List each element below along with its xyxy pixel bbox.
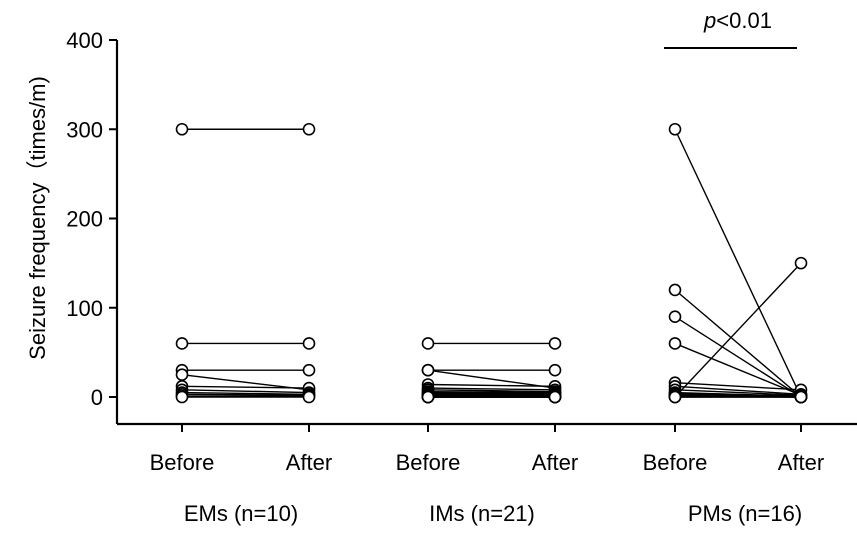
pair-line (427, 387, 556, 391)
group-series (668, 122, 808, 404)
data-point-after (302, 363, 316, 377)
x-tick-label: Before (150, 450, 215, 475)
data-point-after (302, 390, 316, 404)
data-point-before (421, 390, 435, 404)
x-tick-label: Before (643, 450, 708, 475)
data-point-before (668, 310, 682, 323)
data-point-before (421, 363, 435, 377)
data-point-before (668, 337, 682, 350)
data-point-after (302, 337, 316, 350)
x-axis: Before After EMs (n=10) Before After IMs (n=2… (117, 422, 857, 526)
pair-line (181, 391, 310, 396)
data-point-before (175, 122, 189, 136)
y-tick-label: 200 (66, 207, 103, 232)
data-point-before (668, 122, 682, 136)
data-point-before (668, 283, 682, 297)
pair-line (181, 389, 310, 394)
group-label: IMs (n=21) (429, 501, 535, 526)
pair-line (427, 391, 556, 395)
y-tick-label: 300 (66, 117, 103, 142)
p-value-label: p<0.01 (703, 8, 772, 33)
pair-line (427, 390, 556, 394)
x-tick-label: After (532, 450, 578, 475)
x-tick-label: After (286, 450, 332, 475)
pair-line (674, 389, 802, 396)
data-point-after (548, 390, 562, 404)
pair-line (674, 316, 802, 398)
data-point-before (668, 390, 682, 404)
pair-line (427, 389, 556, 393)
group-label: EMs (n=10) (184, 501, 298, 526)
pair-line (674, 262, 802, 398)
pair-line (674, 391, 802, 397)
y-tick-label: 400 (66, 28, 103, 53)
pair-line (674, 385, 802, 396)
pair-line (674, 289, 802, 398)
y-axis-label: Seizure frequency（times/m) (25, 76, 50, 360)
x-tick-label: After (778, 450, 824, 475)
data-point-before (175, 337, 189, 350)
group-series (175, 122, 316, 404)
pair-line (674, 128, 802, 398)
significance-annotations: p<0.01 (664, 8, 797, 49)
y-tick-label: 100 (66, 296, 103, 321)
data-point-after (548, 363, 562, 377)
group-series (421, 337, 562, 404)
y-axis: 0 100 200 300 400 (66, 28, 119, 424)
x-tick-label: Before (396, 450, 461, 475)
data-point-after (302, 122, 316, 136)
pair-line (427, 383, 556, 387)
data-point-after (794, 390, 808, 404)
pair-line (181, 393, 310, 396)
pair-line (674, 382, 802, 391)
pair-line (427, 369, 556, 389)
data-point-before (175, 368, 189, 381)
data-point-after (548, 337, 562, 350)
y-tick-label: 0 (91, 385, 103, 410)
group-label: PMs (n=16) (688, 501, 802, 526)
data-point-before (421, 337, 435, 350)
plot-area (175, 122, 808, 404)
data-point-before (175, 390, 189, 404)
pair-line (674, 342, 802, 396)
pair-line (181, 385, 310, 389)
data-point-after (794, 256, 808, 270)
